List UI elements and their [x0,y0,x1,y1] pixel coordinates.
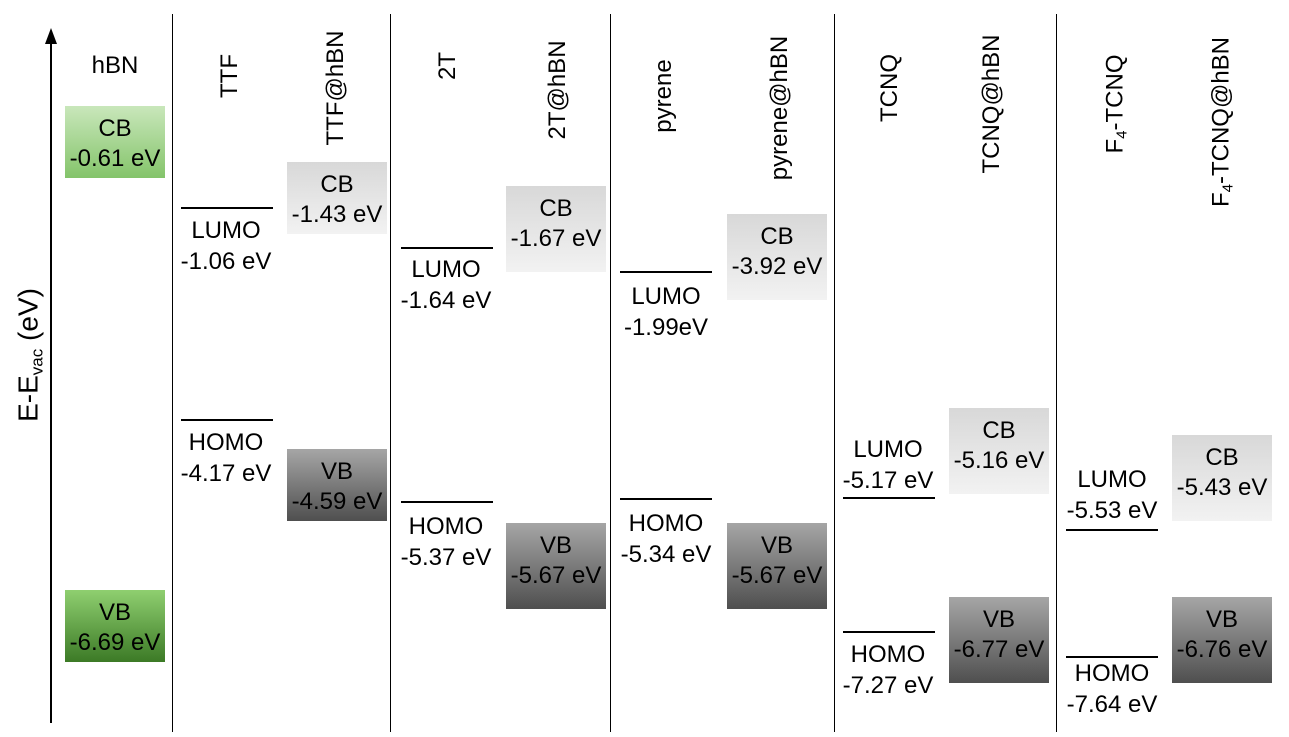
header-pyrene: pyrene [650,59,677,133]
column-divider [172,14,173,732]
hbn-conduction-band: CB -0.61 eV [65,106,165,178]
tcnq-hbn-conduction-band: CB -5.16 eV [949,408,1049,494]
tcnq-homo-text: HOMO -7.27 eV [842,641,934,699]
band-label: CB [98,115,132,142]
pyrene-hbn-conduction-band: CB -3.92 eV [727,214,827,300]
pyrene-hbn-valence-band: VB -5.67 eV [727,523,827,609]
band-energy: -6.69 eV [69,629,161,656]
ttf-homo-text: HOMO -4.17 eV [180,429,272,487]
tcnq-homo-level [843,631,935,633]
pyrene-lumo-level [620,271,712,273]
2t-hbn-valence-band: VB -5.67 eV [506,523,606,609]
2t-lumo-text: LUMO -1.64 eV [400,256,492,314]
2t-lumo-level [401,247,493,249]
ttf-lumo-level [181,207,273,209]
ttf-hbn-valence-band: VB -4.59 eV [287,449,387,521]
energy-axis-line [50,42,52,723]
header-tcnq-hbn: TCNQ@hBN [978,34,1005,174]
ttf-hbn-conduction-band: CB -1.43 eV [287,162,387,234]
header-tcnq: TCNQ [876,54,903,122]
ttf-lumo-text: LUMO -1.06 eV [180,217,272,275]
2t-homo-text: HOMO -5.37 eV [400,513,492,571]
axis-arrow-icon [45,28,57,44]
column-divider [1056,14,1057,732]
header-f4-tcnq: F4-TCNQ [1101,54,1131,154]
band-label: VB [98,599,131,626]
column-divider [834,14,835,732]
2t-hbn-conduction-band: CB -1.67 eV [506,186,606,272]
f4-tcnq-homo-text: HOMO -7.64 eV [1066,660,1158,718]
header-ttf-hbn: TTF@hBN [322,30,349,146]
hbn-valence-band: VB -6.69 eV [65,590,165,662]
pyrene-lumo-text: LUMO -1.99eV [623,283,709,341]
column-divider [610,14,611,732]
f4-tcnq-homo-level [1066,656,1158,658]
header-ttf: TTF [216,54,243,98]
pyrene-homo-level [620,498,712,500]
tcnq-lumo-text: LUMO -5.17 eV [842,436,934,494]
f4-tcnq-lumo-level [1066,529,1158,531]
header-2t-hbn: 2T@hBN [544,40,571,140]
tcnq-hbn-valence-band: VB -6.77 eV [949,597,1049,683]
2t-homo-level [401,501,493,503]
f4-tcnq-hbn-conduction-band: CB -5.43 eV [1172,435,1272,521]
header-2t: 2T [434,51,461,81]
column-divider [390,14,391,732]
pyrene-homo-text: HOMO -5.34 eV [620,510,712,568]
band-energy: -0.61 eV [69,145,161,172]
f4-tcnq-hbn-valence-band: VB -6.76 eV [1172,597,1272,683]
ttf-homo-level [181,419,273,421]
f4-tcnq-lumo-text: LUMO -5.53 eV [1066,466,1158,524]
header-hbn: hBN [91,52,139,79]
tcnq-lumo-level [843,497,935,499]
header-pyrene-hbn: pyrene@hBN [766,35,793,181]
header-f4-tcnq-hbn: F4-TCNQ@hBN [1207,36,1237,208]
energy-axis-label: E-Evac (eV) [12,288,47,422]
